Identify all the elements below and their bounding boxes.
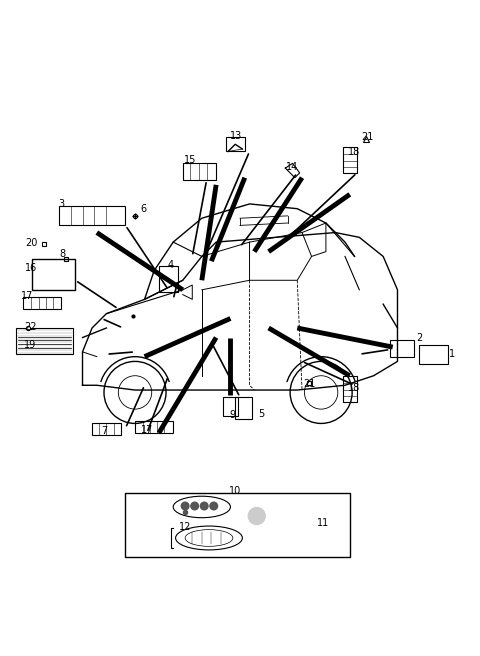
Text: 22: 22: [24, 322, 36, 332]
Text: 21: 21: [303, 379, 315, 389]
Text: 16: 16: [25, 263, 37, 274]
Circle shape: [248, 508, 265, 525]
Text: 6: 6: [141, 204, 147, 214]
Bar: [59, 206, 125, 226]
Text: 8: 8: [60, 249, 66, 259]
Text: 14: 14: [287, 162, 299, 172]
Bar: [343, 147, 357, 173]
Text: 7: 7: [101, 426, 107, 436]
Text: 17: 17: [22, 291, 34, 300]
Bar: [390, 340, 414, 357]
Text: 21: 21: [362, 132, 374, 142]
Text: 4: 4: [168, 260, 174, 270]
Text: 20: 20: [25, 238, 37, 248]
Text: 12: 12: [179, 522, 192, 533]
Circle shape: [181, 502, 189, 510]
Bar: [33, 259, 75, 290]
Text: 18: 18: [348, 148, 360, 157]
Text: 5: 5: [258, 409, 264, 419]
Text: 15: 15: [184, 155, 196, 165]
Bar: [183, 163, 216, 180]
Text: 1: 1: [449, 349, 456, 359]
Text: 19: 19: [24, 340, 36, 350]
Bar: [419, 344, 447, 364]
Bar: [23, 297, 61, 309]
Bar: [92, 423, 120, 436]
Text: 9: 9: [230, 410, 236, 420]
Text: 2: 2: [416, 333, 422, 342]
Bar: [343, 376, 357, 402]
Circle shape: [210, 502, 217, 510]
Bar: [159, 266, 178, 292]
Bar: [226, 137, 245, 152]
Bar: [223, 397, 238, 417]
Circle shape: [191, 502, 199, 510]
Bar: [235, 397, 252, 419]
Bar: [16, 328, 73, 354]
Bar: [135, 421, 173, 433]
Bar: [125, 493, 350, 557]
Circle shape: [200, 502, 208, 510]
Text: 3: 3: [58, 199, 64, 209]
Text: 11: 11: [317, 518, 330, 527]
Text: 13: 13: [230, 131, 242, 141]
Text: 18: 18: [348, 382, 360, 393]
Text: 17: 17: [141, 424, 153, 435]
Text: 10: 10: [229, 486, 241, 496]
